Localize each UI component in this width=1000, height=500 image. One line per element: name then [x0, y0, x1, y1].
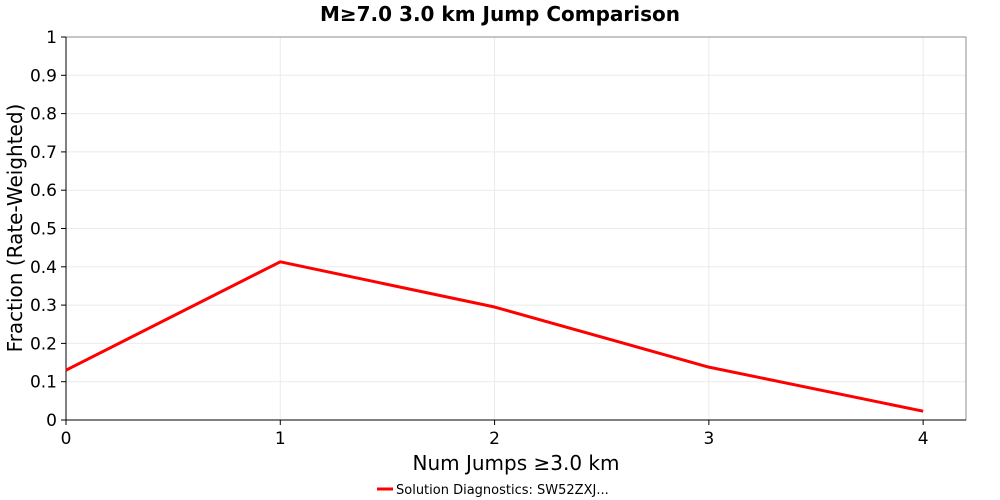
- axis-ticks: 0 0.1 0.2 0.3 0.4 0.5 0.6 0.7 0.8 0.9 1 0 1 2 3 4: [30, 28, 966, 449]
- x-tick-label: 4: [918, 429, 929, 449]
- y-tick-label: 0.8: [30, 105, 57, 125]
- y-tick-label: 0.7: [30, 143, 57, 163]
- series-line-0: [65, 260, 924, 413]
- y-tick-label: 1: [46, 28, 57, 48]
- series-layer: [65, 260, 924, 413]
- x-tick-label: 0: [61, 429, 72, 449]
- y-tick-label: 0.5: [30, 220, 57, 240]
- x-tick-label: 1: [275, 429, 286, 449]
- y-tick-label: 0.9: [30, 66, 57, 86]
- y-tick-label: 0.4: [30, 258, 57, 278]
- chart-title: M≥7.0 3.0 km Jump Comparison: [320, 2, 680, 26]
- legend: Solution Diagnostics: SW52ZXJ...: [377, 483, 609, 498]
- y-tick-label: 0.1: [30, 373, 57, 393]
- y-axis-label: Fraction (Rate-Weighted): [3, 104, 27, 353]
- x-axis-label: Num Jumps ≥3.0 km: [413, 451, 620, 475]
- grid: [65, 36, 966, 421]
- y-tick-label: 0.3: [30, 296, 57, 316]
- y-tick-label: 0: [46, 411, 57, 431]
- x-tick-label: 3: [703, 429, 714, 449]
- legend-entry-label: Solution Diagnostics: SW52ZXJ...: [396, 483, 609, 498]
- y-tick-label: 0.2: [30, 334, 57, 354]
- y-tick-label: 0.6: [30, 181, 57, 201]
- x-tick-label: 2: [489, 429, 500, 449]
